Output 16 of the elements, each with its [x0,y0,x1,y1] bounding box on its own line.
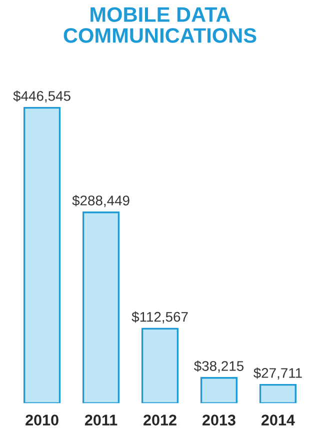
data-label: $446,545 [13,90,70,103]
bar [200,377,238,404]
x-tick-label: 2014 [262,414,295,426]
x-tick-label: 2013 [202,414,236,426]
data-label: $288,449 [72,195,130,208]
bar [259,384,296,404]
x-tick-label: 2010 [26,414,58,426]
x-tick-label: 2011 [84,414,118,426]
x-tick-label: 2012 [144,414,176,426]
data-label: $38,215 [194,360,244,373]
bar [141,328,179,404]
chart-title: MOBILE DATA COMMUNICATIONS [64,7,256,43]
data-label: $112,567 [132,311,188,324]
bar [82,212,120,404]
data-label: $27,711 [254,367,302,380]
bar [24,106,61,404]
